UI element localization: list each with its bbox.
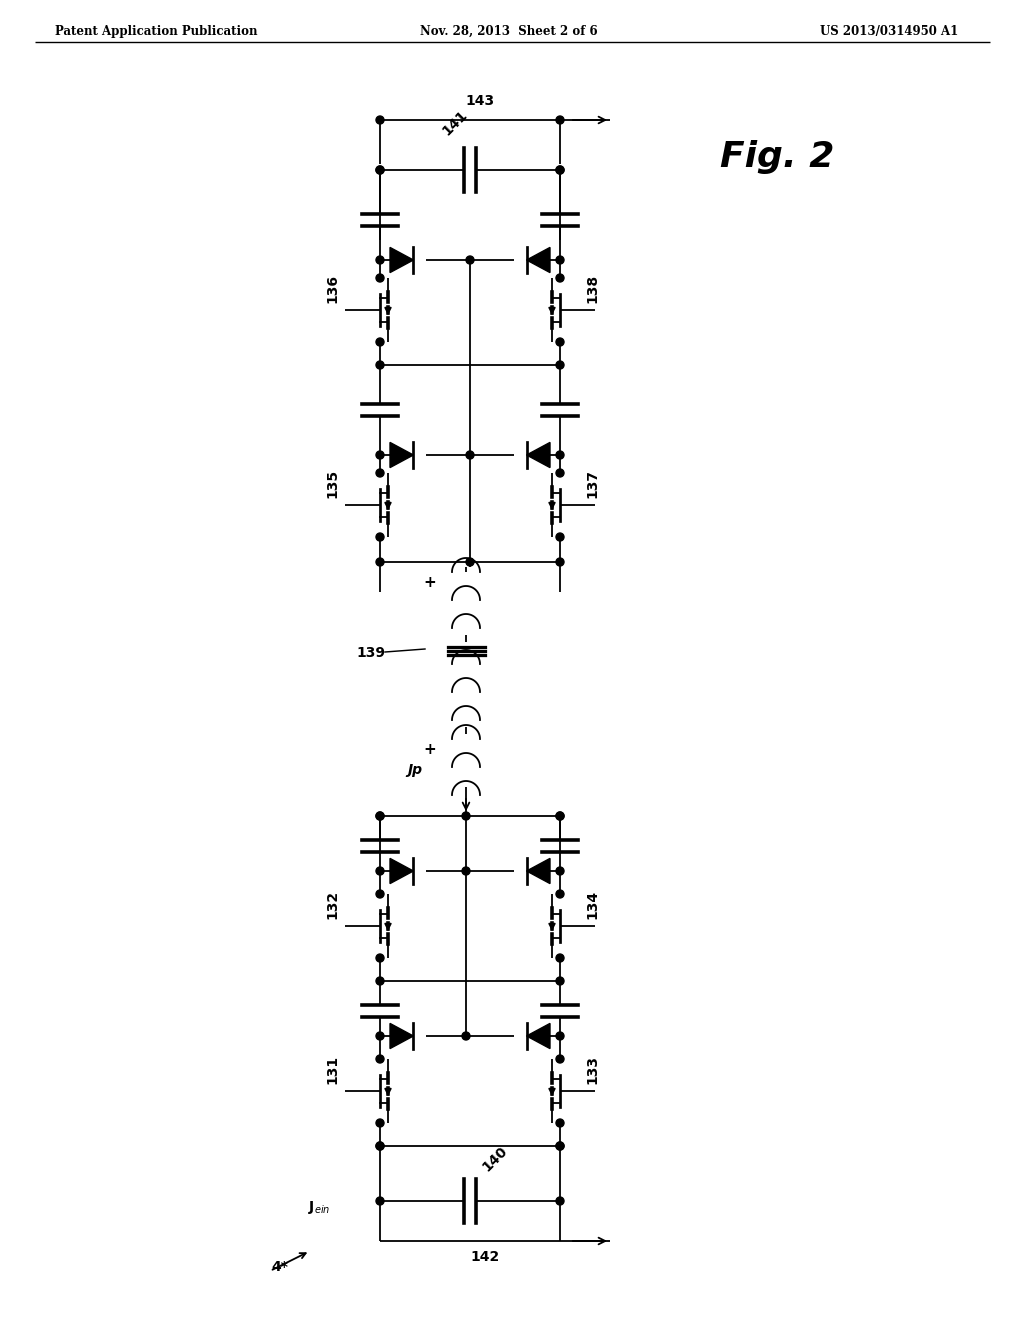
- Text: 132: 132: [325, 890, 339, 919]
- Circle shape: [556, 360, 564, 370]
- Circle shape: [376, 1119, 384, 1127]
- Circle shape: [376, 1142, 384, 1150]
- Text: 142: 142: [470, 1250, 500, 1265]
- Polygon shape: [390, 442, 414, 467]
- Circle shape: [556, 954, 564, 962]
- Circle shape: [376, 275, 384, 282]
- Circle shape: [556, 867, 564, 875]
- Circle shape: [376, 954, 384, 962]
- Circle shape: [376, 1197, 384, 1205]
- Text: +: +: [424, 576, 436, 590]
- Circle shape: [376, 451, 384, 459]
- Circle shape: [376, 166, 384, 174]
- Circle shape: [556, 256, 564, 264]
- Circle shape: [462, 812, 470, 820]
- Circle shape: [556, 166, 564, 174]
- Circle shape: [556, 1142, 564, 1150]
- Circle shape: [376, 812, 384, 820]
- Circle shape: [376, 1055, 384, 1063]
- Circle shape: [556, 275, 564, 282]
- Text: 140: 140: [480, 1143, 511, 1173]
- Text: Patent Application Publication: Patent Application Publication: [55, 25, 257, 38]
- Text: 133: 133: [585, 1055, 599, 1084]
- Circle shape: [466, 451, 474, 459]
- Text: 134: 134: [585, 890, 599, 919]
- Circle shape: [556, 890, 564, 898]
- Circle shape: [556, 116, 564, 124]
- Polygon shape: [390, 858, 414, 883]
- Circle shape: [556, 1142, 564, 1150]
- Circle shape: [556, 338, 564, 346]
- Text: 141: 141: [439, 107, 470, 139]
- Circle shape: [376, 1142, 384, 1150]
- Text: 136: 136: [325, 275, 339, 304]
- Circle shape: [556, 1055, 564, 1063]
- Polygon shape: [526, 1023, 550, 1048]
- Circle shape: [376, 867, 384, 875]
- Circle shape: [462, 867, 470, 875]
- Text: 143: 143: [466, 94, 495, 108]
- Circle shape: [462, 1032, 470, 1040]
- Circle shape: [556, 812, 564, 820]
- Circle shape: [466, 558, 474, 566]
- Circle shape: [556, 533, 564, 541]
- Circle shape: [376, 558, 384, 566]
- Circle shape: [376, 1032, 384, 1040]
- Circle shape: [376, 890, 384, 898]
- Circle shape: [556, 1032, 564, 1040]
- Text: 135: 135: [325, 469, 339, 498]
- Circle shape: [556, 558, 564, 566]
- Text: 131: 131: [325, 1055, 339, 1084]
- Circle shape: [556, 812, 564, 820]
- Circle shape: [556, 469, 564, 477]
- Text: Nov. 28, 2013  Sheet 2 of 6: Nov. 28, 2013 Sheet 2 of 6: [420, 25, 598, 38]
- Circle shape: [376, 166, 384, 174]
- Text: J$_{ein}$: J$_{ein}$: [307, 1199, 330, 1216]
- Circle shape: [556, 451, 564, 459]
- Text: Fig. 2: Fig. 2: [720, 140, 835, 174]
- Text: 138: 138: [585, 273, 599, 304]
- Polygon shape: [526, 442, 550, 467]
- Circle shape: [556, 1119, 564, 1127]
- Text: 137: 137: [585, 469, 599, 498]
- Circle shape: [556, 166, 564, 174]
- Text: 139: 139: [356, 645, 385, 660]
- Circle shape: [376, 338, 384, 346]
- Circle shape: [556, 977, 564, 985]
- Polygon shape: [526, 858, 550, 883]
- Polygon shape: [390, 1023, 414, 1048]
- Circle shape: [376, 360, 384, 370]
- Text: Jp: Jp: [408, 763, 423, 777]
- Text: 4*: 4*: [271, 1261, 289, 1274]
- Circle shape: [376, 812, 384, 820]
- Circle shape: [466, 256, 474, 264]
- Polygon shape: [526, 247, 550, 273]
- Circle shape: [376, 256, 384, 264]
- Circle shape: [376, 116, 384, 124]
- Polygon shape: [390, 247, 414, 273]
- Circle shape: [556, 1197, 564, 1205]
- Text: +: +: [424, 742, 436, 756]
- Text: US 2013/0314950 A1: US 2013/0314950 A1: [820, 25, 958, 38]
- Circle shape: [376, 977, 384, 985]
- Circle shape: [376, 533, 384, 541]
- Circle shape: [376, 469, 384, 477]
